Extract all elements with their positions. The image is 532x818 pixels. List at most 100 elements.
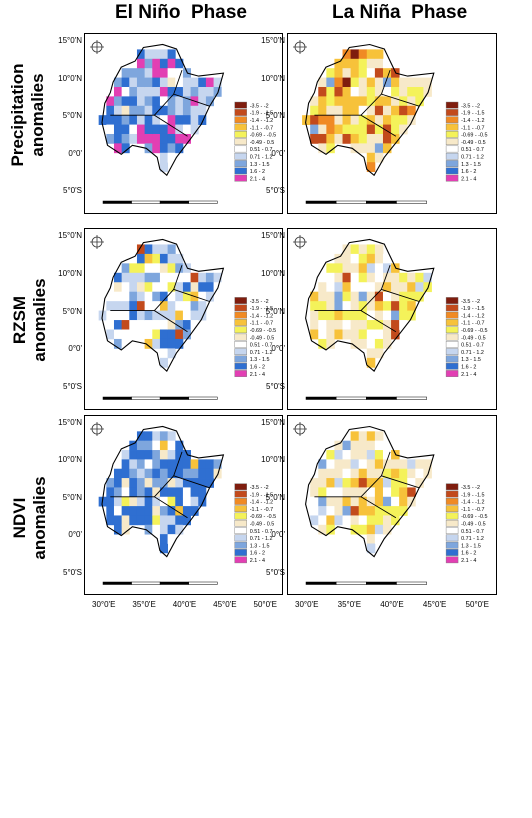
legend-swatch — [445, 348, 459, 356]
compass-icon — [293, 422, 307, 436]
anomaly-cell — [415, 468, 424, 479]
anomaly-cell — [121, 68, 130, 78]
anomaly-cell — [152, 253, 161, 264]
anomaly-cell — [391, 282, 400, 293]
anomaly-cell — [113, 291, 123, 302]
anomaly-cell — [407, 282, 416, 293]
region-outline — [305, 425, 435, 558]
anomaly-cell — [358, 515, 368, 526]
anomaly-cell — [167, 272, 176, 283]
anomaly-cell — [106, 133, 115, 144]
anomaly-cell — [121, 515, 130, 526]
anomaly-cell — [129, 68, 138, 78]
anomaly-cell — [374, 348, 384, 359]
anomaly-cell — [358, 86, 368, 97]
legend-swatch — [234, 333, 247, 341]
anomaly-cell — [113, 329, 123, 340]
anomaly-cell — [374, 506, 384, 516]
map-panel-rzsm-elnino: -3.5 - -2 -1.9 - -1.5 -1.4 - -1.2 -1.1 - -0… — [84, 228, 283, 410]
anomaly-cell — [350, 263, 360, 274]
anomaly-cell — [318, 338, 327, 349]
legend-swatch — [445, 101, 459, 109]
anomaly-cell — [391, 86, 400, 97]
anomaly-cell — [334, 263, 343, 274]
scale-bar — [102, 581, 218, 585]
anomaly-cell — [121, 450, 130, 460]
anomaly-cell — [175, 487, 184, 498]
anomaly-cell — [106, 506, 115, 516]
anomaly-cell — [159, 133, 169, 144]
legend-swatch — [234, 311, 247, 319]
anomaly-cell — [136, 487, 146, 498]
anomaly-cell — [366, 338, 376, 349]
anomaly-cell — [342, 291, 352, 302]
latitude-label: 0°0' — [271, 530, 285, 540]
anomaly-grid — [98, 244, 222, 368]
anomaly-cell — [358, 49, 368, 60]
legend-label: 1.6 - 2 — [461, 551, 476, 557]
anomaly-cell — [113, 320, 123, 330]
anomaly-cell — [374, 338, 384, 349]
anomaly-cell — [374, 58, 384, 69]
anomaly-cell — [175, 68, 184, 78]
anomaly-cell — [415, 478, 424, 488]
legend-swatch — [445, 549, 459, 556]
anomaly-cell — [350, 450, 360, 460]
legend-swatch — [445, 131, 459, 138]
anomaly-cell — [342, 253, 352, 264]
legend-label: -1.4 - -1.2 — [461, 500, 484, 506]
anomaly-cell — [159, 282, 169, 293]
anomaly-cell — [198, 301, 207, 311]
anomaly-cell — [144, 253, 153, 264]
legend-swatch — [234, 297, 247, 304]
anomaly-cell — [121, 496, 130, 507]
anomaly-cell — [175, 263, 184, 274]
anomaly-cell — [136, 459, 146, 470]
anomaly-cell — [423, 272, 432, 283]
anomaly-cell — [159, 49, 169, 60]
anomaly-cell — [391, 105, 400, 116]
map-panel-ndvi-lanina: -3.5 - -2 -1.9 - -1.5 -1.4 - -1.2 -1.1 - -0… — [287, 415, 497, 595]
anomaly-cell — [391, 133, 400, 144]
anomaly-cell — [374, 77, 384, 88]
anomaly-cell — [310, 329, 319, 340]
anomaly-cell — [415, 77, 424, 88]
legend-swatch — [445, 160, 459, 167]
longitude-label: 50°0'E — [253, 600, 277, 609]
region-outline — [305, 238, 435, 372]
anomaly-cell — [175, 272, 184, 283]
anomaly-cell — [182, 86, 191, 97]
anomaly-cell — [342, 244, 352, 255]
anomaly-cell — [167, 310, 176, 321]
anomaly-cell — [310, 487, 319, 498]
anomaly-cell — [374, 329, 384, 340]
anomaly-cell — [391, 487, 400, 498]
anomaly-cell — [350, 58, 360, 69]
anomaly-cell — [374, 496, 384, 507]
legend-label: -1.1 - -0.7 — [250, 321, 273, 327]
anomaly-cell — [159, 96, 169, 107]
legend-swatch — [445, 138, 459, 146]
scale-bar — [102, 396, 218, 400]
anomaly-cell — [159, 105, 169, 116]
anomaly-cell — [391, 320, 400, 330]
anomaly-cell — [175, 77, 184, 88]
anomaly-cell — [152, 143, 161, 154]
anomaly-cell — [190, 272, 199, 283]
anomaly-cell — [366, 506, 376, 516]
anomaly-cell — [182, 515, 191, 526]
latitude-label: 5°0'S — [63, 186, 82, 196]
legend-swatch — [234, 505, 247, 513]
anomaly-cell — [159, 320, 169, 330]
anomaly-cell — [144, 96, 153, 107]
anomaly-cell — [374, 143, 384, 154]
anomaly-cell — [342, 459, 352, 470]
anomaly-cell — [399, 496, 408, 507]
anomaly-cell — [366, 133, 376, 144]
anomaly-cell — [129, 133, 138, 144]
anomaly-cell — [205, 272, 214, 283]
anomaly-cell — [167, 143, 176, 154]
anomaly-cell — [205, 96, 214, 107]
anomaly-cell — [167, 431, 176, 442]
anomaly-cell — [167, 77, 176, 88]
